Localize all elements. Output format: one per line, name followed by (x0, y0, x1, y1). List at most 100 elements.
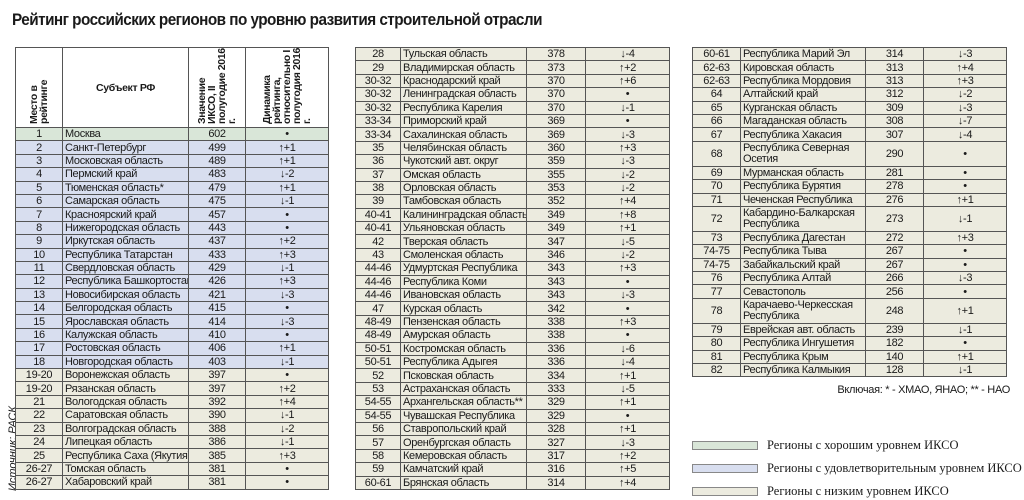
cell-value: 267 (865, 257, 924, 273)
cell-subject: Томская область (62, 461, 189, 477)
cell-subject: Кемеровская область (400, 448, 527, 464)
table-row: 13 Новосибирская область 421 ↓-3 (15, 287, 329, 303)
table-row: 53 Астраханская область 333 ↓-5 (355, 381, 670, 397)
cell-dynamics: ↓-5 (585, 381, 670, 397)
table-row: 54-55 Чувашская Республика 329 • (355, 408, 670, 423)
cell-dynamics: • (923, 244, 1007, 259)
table-row: 35 Челябинская область 360 ↑+3 (355, 140, 670, 156)
cell-dynamics: • (245, 475, 329, 490)
cell-value: 314 (526, 475, 586, 490)
cell-subject: Республика Ингушетия (740, 336, 866, 351)
cell-place: 81 (692, 349, 741, 365)
legend-item-good: Регионы с хорошим уровнем ИКСО (692, 438, 959, 453)
cell-subject: Забайкальский край (740, 257, 866, 273)
cell-place: 12 (15, 274, 63, 289)
cell-subject: Московская область (62, 153, 189, 169)
cell-subject: Карачаево-Черкесская Республика (740, 297, 866, 324)
cell-place: 5 (15, 180, 63, 195)
cell-place: 40-41 (355, 221, 401, 236)
cell-dynamics: ↑+3 (585, 314, 670, 330)
table-row: 71 Чеченская Республика 276 ↑+1 (692, 192, 1007, 207)
cell-dynamics: ↓-3 (923, 46, 1007, 62)
cell-dynamics: ↑+1 (585, 368, 670, 383)
cell-place: 74-75 (692, 257, 741, 273)
legend-swatch-satisfactory (692, 464, 758, 473)
cell-place: 30-32 (355, 73, 401, 89)
cell-subject: Ленинградская область (400, 87, 527, 102)
cell-subject: Нижегородская область (62, 220, 189, 236)
table-row: 50-51 Республика Адыгея 336 ↓-4 (355, 354, 670, 370)
cell-dynamics: ↑+3 (245, 274, 329, 289)
cell-value: 308 (865, 113, 924, 129)
table-row: 11 Свердловская область 429 ↓-1 (15, 260, 329, 276)
table-row: 2 Санкт-Петербург 499 ↑+1 (15, 140, 329, 155)
cell-value: 281 (865, 165, 924, 181)
table-row: 48-49 Амурская область 338 • (355, 328, 670, 343)
table-row: 81 Республика Крым 140 ↑+1 (692, 349, 1007, 365)
cell-subject: Республика Крым (740, 349, 866, 365)
cell-place: 26-27 (15, 461, 63, 477)
cell-dynamics: ↓-1 (585, 100, 670, 115)
cell-subject: Омская область (400, 167, 527, 182)
table-row: 60-61 Республика Марий Эл 314 ↓-3 (692, 46, 1007, 62)
cell-place: 8 (15, 220, 63, 236)
cell-dynamics: • (245, 301, 329, 316)
cell-subject: Ульяновская область (400, 221, 527, 236)
cell-subject: Воронежская область (62, 368, 189, 383)
table-row: 58 Кемеровская область 317 ↑+2 (355, 448, 670, 464)
cell-value: 381 (188, 475, 246, 490)
table-row: 21 Вологодская область 392 ↑+4 (15, 394, 329, 410)
cell-value: 359 (526, 154, 586, 169)
cell-subject: Республика Бурятия (740, 179, 866, 194)
cell-place: 73 (692, 230, 741, 246)
cell-value: 346 (526, 247, 586, 263)
cell-place: 26-27 (15, 475, 63, 490)
cell-subject: Владимирская область (400, 60, 527, 75)
cell-subject: Белгородская область (62, 301, 189, 316)
table-row: 76 Республика Алтай 266 ↓-3 (692, 271, 1007, 286)
table-row: 40-41 Ульяновская область 349 ↑+1 (355, 221, 670, 236)
table-row: 67 Республика Хакасия 307 ↓-4 (692, 127, 1007, 142)
cell-place: 66 (692, 113, 741, 129)
cell-dynamics: ↓-2 (245, 421, 329, 436)
cell-subject: Волгоградская область (62, 421, 189, 436)
cell-value: 352 (526, 194, 586, 209)
table-row: 19-20 Воронежская область 397 • (15, 368, 329, 383)
cell-dynamics: ↓-3 (245, 287, 329, 303)
cell-value: 381 (188, 461, 246, 477)
cell-place: 16 (15, 327, 63, 343)
cell-dynamics: • (585, 113, 670, 129)
cell-dynamics: ↓-3 (585, 127, 670, 142)
cell-dynamics: ↑+2 (245, 381, 329, 396)
cell-place: 10 (15, 247, 63, 262)
header-value-label: Значение ИКСО, II полугодие 2016 г. (196, 48, 238, 125)
cell-dynamics: ↑+4 (585, 194, 670, 209)
cell-place: 9 (15, 234, 63, 249)
cell-subject: Брянская область (400, 475, 527, 490)
cell-value: 349 (526, 207, 586, 223)
table-row: 9 Иркутская область 437 ↑+2 (15, 234, 329, 249)
cell-subject: Ростовская область (62, 341, 189, 356)
cell-place: 3 (15, 153, 63, 169)
cell-subject: Камчатский край (400, 462, 527, 477)
legend-label: Регионы с хорошим уровнем ИКСО (767, 438, 959, 452)
cell-place: 72 (692, 205, 741, 232)
cell-value: 433 (188, 247, 246, 262)
cell-subject: Калужская область (62, 327, 189, 343)
cell-dynamics: ↓-2 (585, 167, 670, 182)
cell-value: 483 (188, 167, 246, 182)
cell-value: 276 (865, 192, 924, 207)
table-row: 80 Республика Ингушетия 182 • (692, 336, 1007, 351)
cell-dynamics: ↑+1 (585, 421, 670, 437)
cell-subject: Республика Мордовия (740, 73, 866, 89)
cell-subject: Республика Северная Осетия (740, 140, 866, 167)
cell-subject: Чукотский авт. округ (400, 154, 527, 169)
cell-subject: Ивановская область (400, 288, 527, 303)
legend-item-satisfactory: Регионы с удовлетворительным уровнем ИКС… (692, 461, 1022, 476)
cell-place: 62-63 (692, 73, 741, 89)
cell-value: 349 (526, 221, 586, 236)
cell-dynamics: ↓-4 (585, 354, 670, 370)
cell-subject: Иркутская область (62, 234, 189, 249)
cell-value: 385 (188, 448, 246, 463)
cell-subject: Республика Татарстан (62, 247, 189, 262)
